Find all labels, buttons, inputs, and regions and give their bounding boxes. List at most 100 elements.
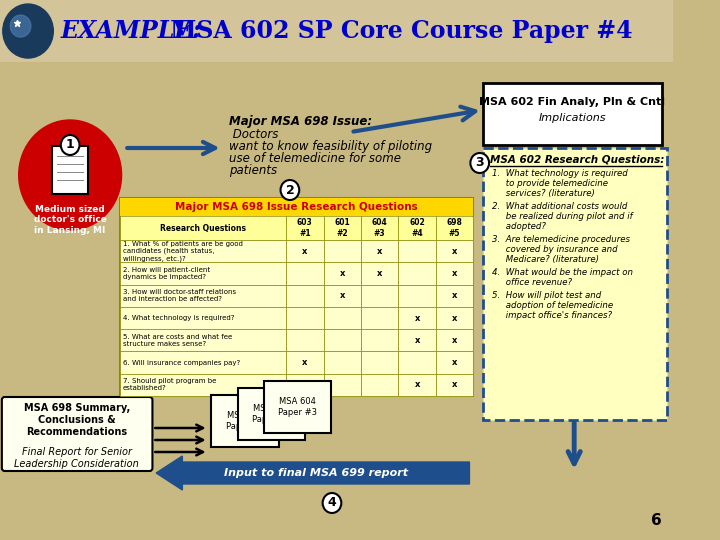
Text: 6: 6 xyxy=(652,513,662,528)
FancyBboxPatch shape xyxy=(0,0,673,62)
FancyBboxPatch shape xyxy=(436,374,473,396)
FancyBboxPatch shape xyxy=(323,307,361,329)
FancyBboxPatch shape xyxy=(286,262,323,285)
FancyBboxPatch shape xyxy=(120,198,473,216)
FancyBboxPatch shape xyxy=(436,240,473,262)
Text: 601
#2: 601 #2 xyxy=(334,218,350,238)
FancyBboxPatch shape xyxy=(120,285,286,307)
Text: x: x xyxy=(415,314,420,322)
FancyBboxPatch shape xyxy=(398,285,436,307)
Text: MSA 601
Paper #2: MSA 601 Paper #2 xyxy=(252,404,291,424)
FancyBboxPatch shape xyxy=(361,262,398,285)
Text: 1.  What technology is required: 1. What technology is required xyxy=(492,169,628,178)
Text: x: x xyxy=(451,314,457,322)
FancyBboxPatch shape xyxy=(120,374,286,396)
FancyBboxPatch shape xyxy=(120,198,473,396)
FancyBboxPatch shape xyxy=(398,262,436,285)
FancyBboxPatch shape xyxy=(120,329,286,352)
Circle shape xyxy=(281,180,300,200)
FancyBboxPatch shape xyxy=(238,388,305,440)
FancyBboxPatch shape xyxy=(323,352,361,374)
FancyBboxPatch shape xyxy=(264,381,331,433)
Text: Major MSA 698 Issue:: Major MSA 698 Issue: xyxy=(229,115,372,128)
Text: Medicare? (literature): Medicare? (literature) xyxy=(492,255,599,264)
Text: EXAMPLE:: EXAMPLE: xyxy=(60,19,202,43)
FancyBboxPatch shape xyxy=(361,374,398,396)
FancyBboxPatch shape xyxy=(361,329,398,352)
Text: 3: 3 xyxy=(475,157,484,170)
Circle shape xyxy=(10,15,31,37)
Text: x: x xyxy=(377,269,382,278)
Text: Medium sized
doctor's office
in Lansing, MI: Medium sized doctor's office in Lansing,… xyxy=(34,205,107,235)
Text: 4.  What would be the impact on: 4. What would be the impact on xyxy=(492,268,633,277)
FancyBboxPatch shape xyxy=(323,216,361,240)
Text: 5.  How will pilot test and: 5. How will pilot test and xyxy=(492,291,601,300)
Text: 698
#5: 698 #5 xyxy=(446,218,462,238)
FancyBboxPatch shape xyxy=(361,352,398,374)
Text: Major MSA 698 Issue Research Questions: Major MSA 698 Issue Research Questions xyxy=(175,202,418,212)
Text: x: x xyxy=(451,291,457,300)
FancyBboxPatch shape xyxy=(398,374,436,396)
Text: 1. What % of patients are be good
candidates (health status,
willingness, etc.)?: 1. What % of patients are be good candid… xyxy=(122,241,243,262)
Text: 2.  What additional costs would: 2. What additional costs would xyxy=(492,202,627,211)
FancyBboxPatch shape xyxy=(120,240,286,262)
FancyBboxPatch shape xyxy=(286,216,323,240)
Text: be realized during pilot and if: be realized during pilot and if xyxy=(492,212,632,221)
FancyBboxPatch shape xyxy=(212,395,279,447)
Text: MSA 603
Paper #1: MSA 603 Paper #1 xyxy=(225,411,264,431)
Circle shape xyxy=(60,135,79,155)
FancyBboxPatch shape xyxy=(398,240,436,262)
FancyBboxPatch shape xyxy=(286,329,323,352)
FancyBboxPatch shape xyxy=(361,307,398,329)
FancyBboxPatch shape xyxy=(436,262,473,285)
FancyBboxPatch shape xyxy=(436,352,473,374)
FancyBboxPatch shape xyxy=(323,285,361,307)
Text: x: x xyxy=(415,336,420,345)
FancyBboxPatch shape xyxy=(2,397,153,471)
FancyBboxPatch shape xyxy=(120,352,286,374)
FancyBboxPatch shape xyxy=(286,285,323,307)
Circle shape xyxy=(323,493,341,513)
FancyBboxPatch shape xyxy=(398,352,436,374)
FancyBboxPatch shape xyxy=(286,374,323,396)
Text: office revenue?: office revenue? xyxy=(492,278,572,287)
FancyBboxPatch shape xyxy=(120,216,286,240)
Text: MSA 604
Paper #3: MSA 604 Paper #3 xyxy=(278,397,317,417)
Text: x: x xyxy=(451,336,457,345)
FancyArrow shape xyxy=(156,456,469,490)
Text: MSA 602 Fin Analy, Pln & Cntl: MSA 602 Fin Analy, Pln & Cntl xyxy=(480,97,665,107)
FancyBboxPatch shape xyxy=(53,146,88,194)
Text: 4. What technology is required?: 4. What technology is required? xyxy=(122,315,234,321)
Text: x: x xyxy=(302,247,307,255)
FancyBboxPatch shape xyxy=(323,262,361,285)
Text: x: x xyxy=(377,247,382,255)
FancyBboxPatch shape xyxy=(120,307,286,329)
Text: 2. How will patient-client
dynamics be impacted?: 2. How will patient-client dynamics be i… xyxy=(122,267,210,280)
Text: x: x xyxy=(302,358,307,367)
Text: covered by insurance and: covered by insurance and xyxy=(492,245,618,254)
Text: Research Questions: Research Questions xyxy=(160,224,246,233)
FancyBboxPatch shape xyxy=(323,240,361,262)
FancyBboxPatch shape xyxy=(286,307,323,329)
Text: adoption of telemedicine: adoption of telemedicine xyxy=(492,301,613,310)
FancyBboxPatch shape xyxy=(361,285,398,307)
FancyBboxPatch shape xyxy=(361,240,398,262)
FancyBboxPatch shape xyxy=(286,352,323,374)
Text: impact office's finances?: impact office's finances? xyxy=(492,311,612,320)
FancyBboxPatch shape xyxy=(436,307,473,329)
FancyBboxPatch shape xyxy=(482,83,662,145)
Text: 7. Should pilot program be
established?: 7. Should pilot program be established? xyxy=(122,379,216,392)
Text: want to know feasibility of piloting: want to know feasibility of piloting xyxy=(229,140,432,153)
Text: 6. Will insurance companies pay?: 6. Will insurance companies pay? xyxy=(122,360,240,366)
Text: Implications: Implications xyxy=(539,113,606,123)
Text: 4: 4 xyxy=(328,496,336,510)
FancyBboxPatch shape xyxy=(482,148,667,420)
Text: 5. What are costs and what fee
structure makes sense?: 5. What are costs and what fee structure… xyxy=(122,334,232,347)
Text: 603
#1: 603 #1 xyxy=(297,218,312,238)
Text: x: x xyxy=(451,269,457,278)
Text: adopted?: adopted? xyxy=(492,222,546,231)
Text: 3.  Are telemedicine procedures: 3. Are telemedicine procedures xyxy=(492,235,630,244)
Text: 602
#4: 602 #4 xyxy=(409,218,425,238)
Text: MSA 698 Summary,
Conclusions &
Recommendations: MSA 698 Summary, Conclusions & Recommend… xyxy=(24,403,130,437)
Text: x: x xyxy=(415,380,420,389)
